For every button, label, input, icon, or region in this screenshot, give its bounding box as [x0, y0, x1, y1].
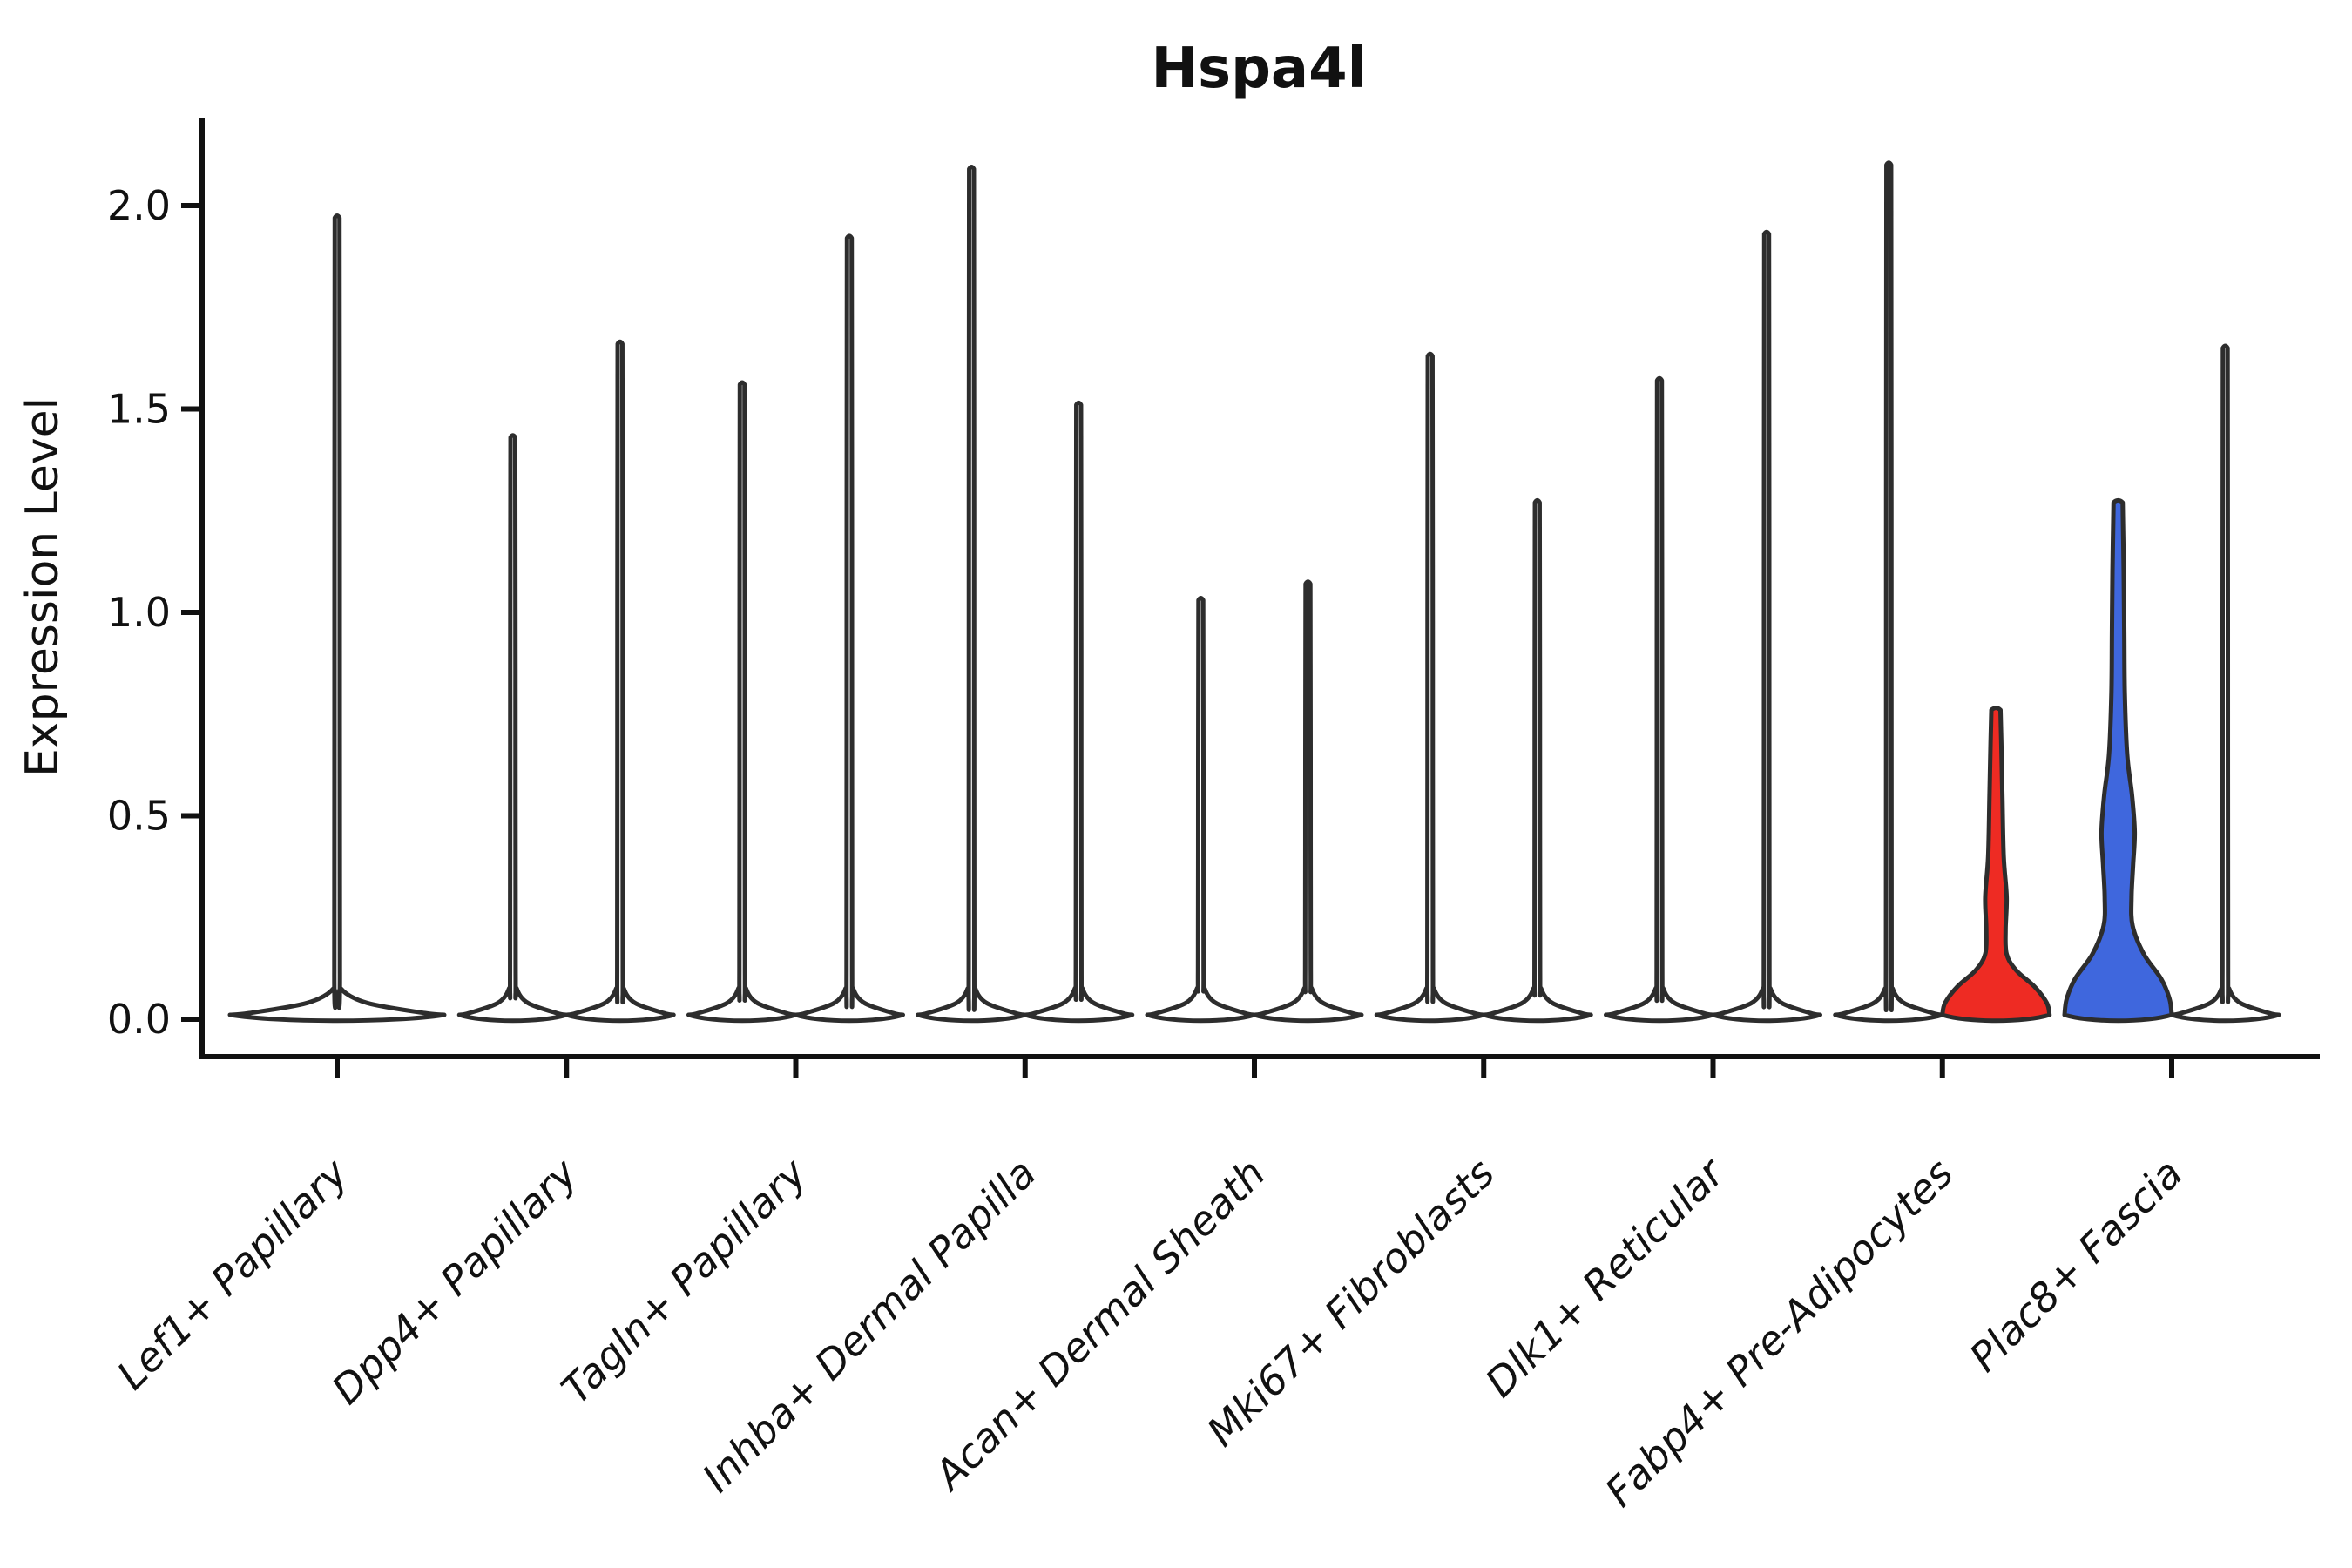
x-tick-label-dlk1-reticular: Dlk1+ Reticular: [1477, 1147, 1735, 1406]
violin-inhba-dermal-papilla-left: [916, 165, 1028, 1024]
violin-fabp4-pre-adipocytes-left: [1833, 160, 1945, 1024]
y-axis-labels: 0.0 0.5 1.0 1.5 2.0: [107, 182, 171, 1043]
violins-group: [227, 160, 2281, 1024]
violin-dlk1-reticular-left: [1604, 375, 1715, 1024]
axes: [181, 118, 2320, 1078]
chart-title: Hspa4l: [1151, 37, 1366, 101]
violin-mki67-fibroblasts-right: [1481, 497, 1593, 1024]
violin-plac8-fascia-right: [2169, 343, 2281, 1024]
y-axis-title: Expression Level: [17, 397, 69, 777]
violin-acan-dermal-sheath-left: [1145, 596, 1257, 1024]
violin-mki67-fibroblasts-left: [1374, 351, 1486, 1024]
violin-dpp4-papillary-right: [564, 339, 676, 1024]
x-tick-label-lef1-papillary: Lef1+ Papillary: [108, 1149, 357, 1398]
violin-fabp4-pre-adipocytes-right: [1940, 706, 2052, 1024]
violin-lef1-papillary-full: [227, 213, 447, 1024]
x-tick-label-dpp4-papillary: Dpp4+ Papillary: [322, 1149, 586, 1413]
x-tick-label-tagln-papillary: Tagln+ Papillary: [552, 1149, 816, 1413]
x-tick-label-plac8-fascia: Plac8+ Fascia: [1960, 1150, 2191, 1381]
y-tick-label-1.0: 1.0: [107, 589, 171, 636]
y-tick-label-0.5: 0.5: [107, 793, 171, 840]
y-tick-label-2.0: 2.0: [107, 182, 171, 229]
violin-tagln-papillary-left: [686, 380, 798, 1024]
violin-plac8-fascia-left: [2062, 497, 2174, 1024]
violin-dlk1-reticular-right: [1711, 229, 1822, 1024]
violin-dpp4-papillary-left: [456, 433, 569, 1024]
violin-inhba-dermal-papilla-right: [1023, 400, 1135, 1024]
violin-acan-dermal-sheath-right: [1252, 579, 1364, 1024]
y-tick-label-1.5: 1.5: [107, 386, 171, 433]
violin-tagln-papillary-right: [794, 233, 905, 1024]
y-tick-label-0.0: 0.0: [107, 996, 171, 1043]
